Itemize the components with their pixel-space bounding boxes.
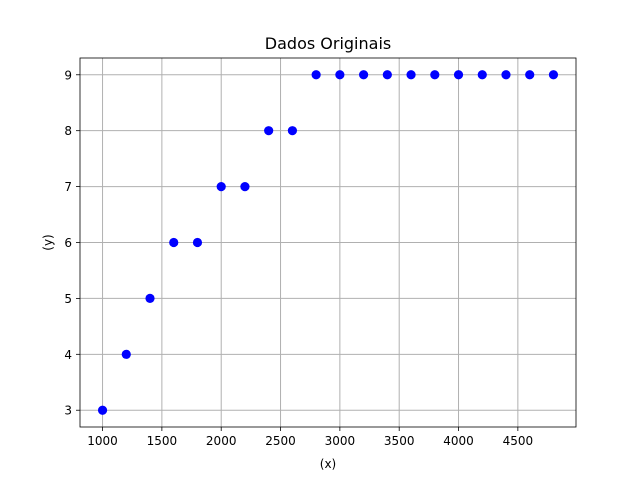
y-axis-label: (y)	[41, 234, 55, 250]
data-point	[145, 293, 155, 304]
x-tick-label: 1000	[87, 434, 118, 448]
y-tick-label: 8	[64, 124, 72, 138]
data-point	[358, 70, 369, 80]
data-point	[311, 70, 321, 80]
data-point	[335, 70, 345, 80]
x-axis-label: (x)	[320, 457, 336, 471]
data-point	[169, 237, 179, 248]
x-tick-label: 3000	[325, 434, 356, 448]
data-point	[525, 70, 535, 80]
chart-title: Dados Originais	[265, 34, 391, 53]
x-tick-label: 3500	[384, 434, 415, 448]
x-tick-label: 4500	[503, 434, 534, 448]
data-point	[382, 70, 392, 80]
y-tick-label: 5	[64, 292, 72, 306]
data-points	[97, 70, 559, 415]
y-tick-label: 6	[64, 236, 72, 250]
data-point	[406, 70, 416, 80]
data-point	[430, 70, 440, 80]
y-axis-ticks: 3 4 5 6 7 8 9	[64, 68, 80, 418]
x-tick-label: 2500	[265, 434, 296, 448]
data-point	[453, 70, 464, 80]
data-point	[548, 70, 559, 80]
y-tick-label: 7	[64, 180, 72, 194]
x-tick-label: 1500	[147, 434, 178, 448]
data-point	[216, 181, 226, 192]
data-point	[240, 181, 250, 192]
data-point	[121, 349, 131, 359]
x-tick-label: 2000	[206, 434, 237, 448]
x-axis-ticks: 1000 1500 2000 2500 3000 3500 4000 4500	[87, 427, 533, 448]
y-tick-label: 4	[64, 348, 72, 362]
data-point	[477, 70, 487, 80]
data-point	[192, 237, 203, 248]
data-point	[501, 70, 511, 80]
y-tick-label: 9	[64, 68, 72, 82]
data-point	[97, 405, 108, 415]
data-point	[264, 126, 274, 136]
data-point	[287, 126, 298, 136]
x-tick-label: 4000	[443, 434, 474, 448]
y-tick-label: 3	[64, 404, 72, 418]
grid-lines	[80, 58, 576, 427]
